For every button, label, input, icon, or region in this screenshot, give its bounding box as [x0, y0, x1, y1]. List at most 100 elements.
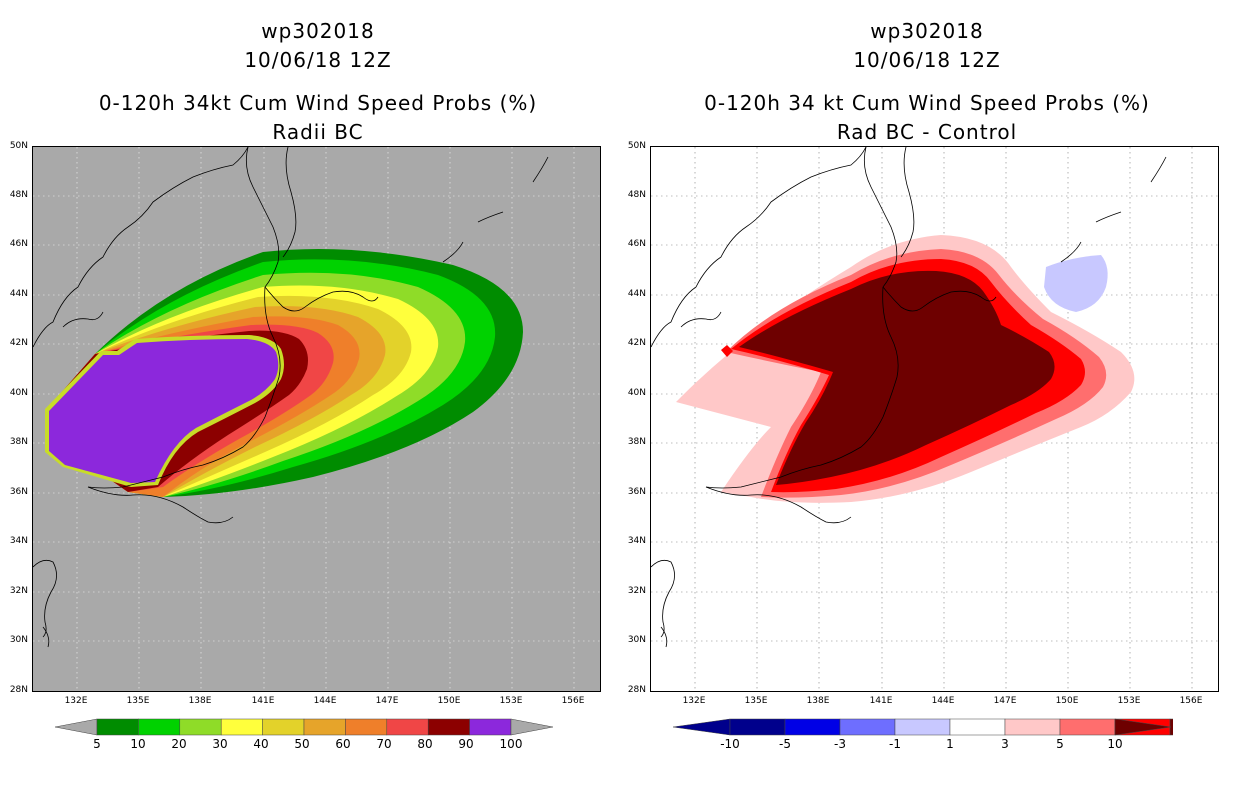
right-colorbar-high-arrow [1114, 718, 1172, 736]
left-colorbar-cell [262, 718, 305, 736]
right-colorbar-cell [784, 718, 841, 736]
left-lon-label: 141E [251, 696, 275, 706]
left-colorbar-cell [386, 718, 429, 736]
right-lon-label: 135E [744, 696, 768, 706]
left-lat-label: 44N [9, 289, 28, 299]
left-lat-label: 48N [9, 190, 28, 200]
left-colorbar-cell [138, 718, 181, 736]
right-title-subtitle: Rad BC - Control [836, 120, 1018, 144]
right-lat-label: 36N [627, 487, 646, 497]
right-colorbar-cell [1004, 718, 1061, 736]
left-colorbar-low-arrow [55, 718, 98, 736]
left-cb-label: 70 [376, 737, 392, 751]
left-cb-label: 50 [294, 737, 310, 751]
right-cb-label: 1 [946, 737, 954, 751]
right-lon-label: 141E [869, 696, 893, 706]
left-colorbar-high-arrow [510, 718, 554, 736]
left-colorbar-cell [96, 718, 139, 736]
band-neg-1-3 [1044, 255, 1108, 312]
right-colorbar-cell [729, 718, 786, 736]
left-lat-label: 36N [9, 487, 28, 497]
left-lon-label: 132E [64, 696, 88, 706]
right-lon-label: 132E [682, 696, 706, 706]
right-title-date: 10/06/18 12Z [853, 48, 1001, 72]
right-lon-label: 138E [806, 696, 830, 706]
right-lat-label: 42N [627, 338, 646, 348]
right-lon-label: 153E [1117, 696, 1141, 706]
left-cb-label: 100 [499, 737, 523, 751]
left-lat-label: 28N [9, 685, 28, 695]
right-cb-label: -10 [720, 737, 740, 751]
right-lat-label: 30N [627, 635, 646, 645]
right-colorbar-cell [839, 718, 896, 736]
left-lon-label: 144E [313, 696, 337, 706]
right-lat-label: 48N [627, 190, 646, 200]
left-colorbar-cell [345, 718, 388, 736]
left-title-date: 10/06/18 12Z [244, 48, 392, 72]
left-cb-label: 60 [335, 737, 351, 751]
left-lon-label: 135E [126, 696, 150, 706]
right-colorbar-low-arrow [673, 718, 731, 736]
right-coastlines [651, 147, 1167, 648]
left-cb-label: 30 [212, 737, 228, 751]
left-colorbar-cell [303, 718, 346, 736]
left-lat-label: 32N [9, 586, 28, 596]
left-cb-label: 80 [417, 737, 433, 751]
left-title-storm-id: wp302018 [261, 19, 375, 43]
right-title-storm-id: wp302018 [870, 19, 984, 43]
left-colorbar-cell [179, 718, 222, 736]
left-lat-label: 30N [9, 635, 28, 645]
right-cb-label: 10 [1107, 737, 1123, 751]
right-lon-label: 156E [1179, 696, 1203, 706]
left-title-product: 0-120h 34kt Cum Wind Speed Probs (%) [98, 91, 538, 115]
right-cb-label: 3 [1001, 737, 1009, 751]
left-probability-bands [45, 248, 523, 497]
right-lon-label: 147E [993, 696, 1017, 706]
right-map [650, 146, 1219, 692]
left-title-subtitle: Radii BC [272, 120, 364, 144]
right-lon-label: 144E [931, 696, 955, 706]
right-colorbar-cells [729, 718, 1173, 736]
band-90 [49, 339, 279, 483]
right-lat-label: 34N [627, 536, 646, 546]
right-colorbar [673, 718, 1173, 736]
left-colorbar-cells [96, 718, 512, 736]
left-lat-label: 50N [9, 141, 28, 151]
band-diamond-marker [721, 345, 733, 357]
left-lat-label: 34N [9, 536, 28, 546]
right-cb-label: -5 [779, 737, 791, 751]
left-colorbar-cell [469, 718, 512, 736]
right-lon-label: 150E [1055, 696, 1079, 706]
right-lat-label: 50N [627, 141, 646, 151]
right-title-product: 0-120h 34 kt Cum Wind Speed Probs (%) [704, 91, 1150, 115]
right-map-svg [651, 147, 1218, 691]
left-cb-label: 20 [171, 737, 187, 751]
left-coastlines [33, 147, 549, 648]
right-lat-label: 38N [627, 437, 646, 447]
left-map [32, 146, 601, 692]
left-gridlines [33, 147, 600, 691]
left-lon-label: 150E [437, 696, 461, 706]
left-cb-label: 5 [93, 737, 101, 751]
left-cb-label: 90 [458, 737, 474, 751]
left-lon-label: 147E [375, 696, 399, 706]
right-colorbar-cell [894, 718, 951, 736]
right-colorbar-cell [1059, 718, 1116, 736]
right-colorbar-cell [949, 718, 1006, 736]
right-lat-label: 40N [627, 388, 646, 398]
left-lat-label: 46N [9, 239, 28, 249]
left-lat-label: 40N [9, 388, 28, 398]
left-map-svg [33, 147, 600, 691]
right-lat-label: 46N [627, 239, 646, 249]
left-colorbar [55, 718, 554, 736]
left-lat-label: 42N [9, 338, 28, 348]
right-lat-label: 32N [627, 586, 646, 596]
right-lat-label: 44N [627, 289, 646, 299]
left-cb-label: 10 [130, 737, 146, 751]
right-cb-label: -3 [834, 737, 846, 751]
left-colorbar-cell [427, 718, 470, 736]
left-lon-label: 138E [188, 696, 212, 706]
left-lat-label: 38N [9, 437, 28, 447]
left-lon-label: 156E [561, 696, 585, 706]
left-lon-label: 153E [499, 696, 523, 706]
